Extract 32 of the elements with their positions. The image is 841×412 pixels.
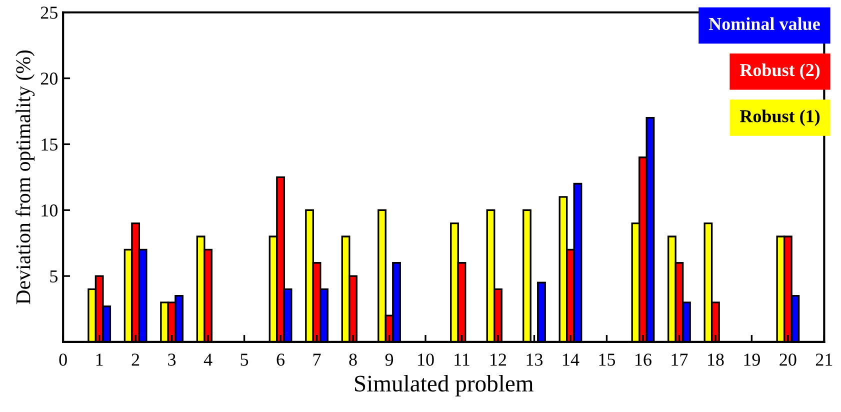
x-tick-label: 18 [708,354,724,366]
x-tick-label: 11 [454,354,470,366]
x-tick-label: 19 [744,354,760,366]
x-tick-label: 3 [168,354,176,366]
text: Robust (1) [740,110,820,126]
y-tick-label: 5 [50,270,58,282]
x-tick-label: 5 [240,354,248,366]
x-tick-label: 4 [204,354,212,366]
x-tick-label: 9 [385,354,394,366]
x-tick-label: 14 [563,354,580,366]
x-tick-label: 20 [780,354,796,366]
x-tick-label: 17 [672,354,688,366]
x-tick-label: 1 [96,354,103,366]
y-tick-label: 15 [42,138,58,151]
x-tick-label: 6 [276,354,285,366]
x-tick-label: 13 [526,354,543,366]
y-tick-label: 20 [40,72,58,85]
x-tick-label: 7 [313,354,321,366]
text: Robust (2) [740,63,820,80]
x-tick-label: 8 [349,354,357,366]
x-tick-label: 16 [636,354,652,366]
y-tick-label: 25 [40,6,58,19]
x-tick-label: 15 [599,354,616,366]
x-tick-label: 10 [418,354,434,366]
x-axis-title: Simulated problem [355,375,534,396]
x-tick-label: 21 [816,354,832,366]
text: Nominal value [708,17,820,30]
y-axis-title: Deviation from optimality (%) [15,50,35,304]
x-tick-label: 2 [132,354,140,366]
y-tick-label: 10 [42,204,58,217]
x-tick-label: 12 [490,354,506,366]
x-tick-label: 0 [59,354,67,366]
